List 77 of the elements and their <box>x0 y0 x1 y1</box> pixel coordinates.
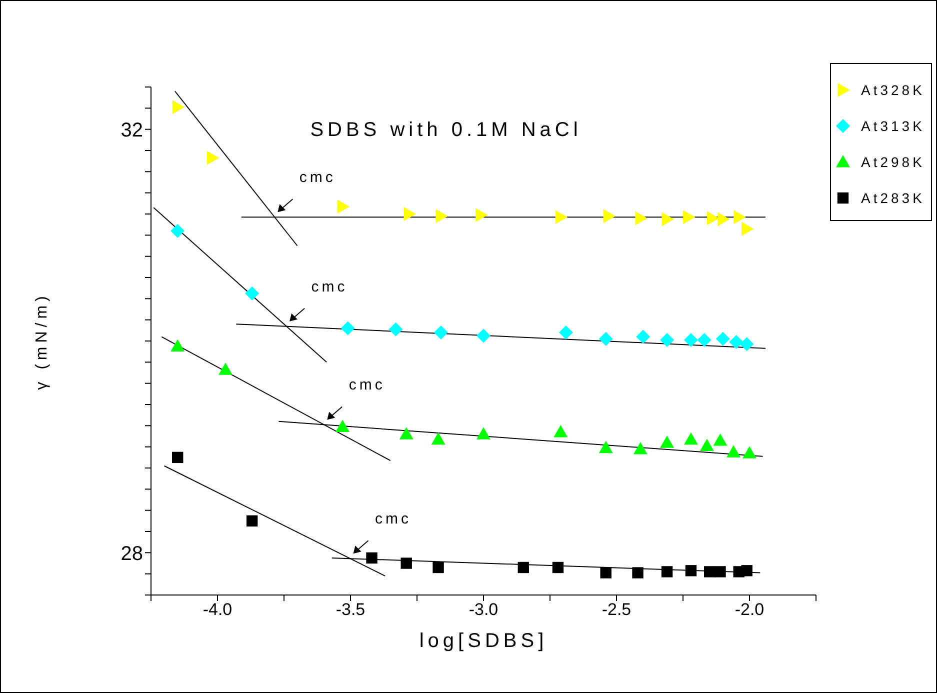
point <box>476 328 490 343</box>
point <box>554 425 568 438</box>
point <box>400 558 412 569</box>
point <box>340 321 355 336</box>
point <box>555 210 568 224</box>
point <box>684 432 698 445</box>
point <box>662 212 674 226</box>
point <box>336 420 350 432</box>
point <box>170 339 185 352</box>
annotation: cmc <box>348 376 386 394</box>
y-tick-label: 28 <box>120 542 143 565</box>
point <box>172 100 185 114</box>
point <box>718 212 730 226</box>
text: SDBS with 0.1M NaCl <box>309 119 583 142</box>
y-tick-label: 32 <box>120 119 143 142</box>
legend-label: At298K <box>861 154 925 170</box>
point <box>742 222 754 236</box>
point <box>603 209 616 224</box>
point <box>716 332 730 346</box>
x-tick-label: -2.5 <box>602 600 632 620</box>
point <box>388 322 403 336</box>
point <box>600 567 612 578</box>
point <box>399 427 414 440</box>
point <box>704 566 716 578</box>
point <box>434 326 448 340</box>
point <box>245 286 260 300</box>
x-tick-label: -4.0 <box>202 600 232 620</box>
point <box>632 567 644 578</box>
x-axis-title: log[SDBS] <box>419 630 548 652</box>
point <box>729 335 744 350</box>
point <box>700 438 714 452</box>
point <box>552 562 564 574</box>
point <box>476 208 488 222</box>
point <box>170 224 185 238</box>
legend-label: At313K <box>861 118 925 134</box>
legend-label: At283K <box>861 190 925 206</box>
annotation: cmc <box>299 169 336 186</box>
point <box>685 565 697 576</box>
point <box>206 150 220 165</box>
point <box>337 200 350 214</box>
annotation: cmc <box>375 510 412 528</box>
point <box>683 210 696 224</box>
legend-label: At328K <box>861 82 925 98</box>
point <box>598 332 613 346</box>
point <box>432 562 444 574</box>
point <box>366 552 378 564</box>
point <box>714 566 726 578</box>
point <box>404 207 416 221</box>
point <box>431 432 446 445</box>
point <box>726 445 741 458</box>
x-tick-label: -2.0 <box>734 600 764 620</box>
y-axis-title: γ (mN/m) <box>34 292 51 390</box>
point <box>713 433 728 446</box>
point <box>598 440 613 454</box>
point <box>246 515 258 527</box>
point <box>636 330 650 344</box>
point <box>436 209 448 224</box>
point <box>742 446 756 458</box>
point <box>476 427 490 440</box>
x-tick-label: -3.5 <box>336 600 366 620</box>
point <box>172 452 184 464</box>
point <box>660 436 674 448</box>
point <box>661 566 673 578</box>
point <box>741 565 752 576</box>
point <box>697 332 712 347</box>
point <box>218 362 232 375</box>
point <box>684 332 698 347</box>
point <box>660 332 674 347</box>
point <box>635 211 648 226</box>
point <box>558 326 573 340</box>
point <box>707 211 720 226</box>
annotation: cmc <box>311 278 348 296</box>
point <box>518 562 529 574</box>
point <box>740 337 754 352</box>
point <box>734 210 746 224</box>
point <box>633 442 648 454</box>
x-tick-label: -3.0 <box>468 600 498 620</box>
